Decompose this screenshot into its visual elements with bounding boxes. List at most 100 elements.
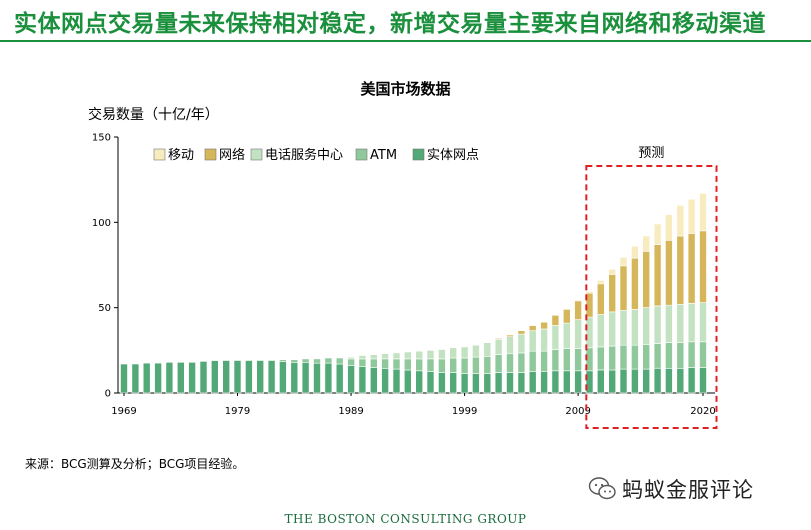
bar-segment-online-2009: [574, 300, 582, 320]
bar-segment-branch-1990: [358, 366, 367, 394]
bar-segment-branch-1982: [267, 360, 276, 394]
watermark: 蚂蚁金服评论: [588, 474, 754, 504]
bar-segment-atm-1978: [222, 359, 230, 361]
bar-segment-atm-1989: [347, 358, 355, 366]
bar-segment-branch-2020: [699, 367, 707, 394]
bar-segment-branch-2000: [472, 373, 480, 394]
bar-segment-atm-2006: [540, 350, 548, 373]
bar-segment-callcenter-2015: [642, 307, 651, 345]
bar-segment-branch-1997: [438, 372, 446, 394]
bar-segment-callcenter-2016: [653, 305, 662, 344]
bar-segment-atm-1996: [426, 358, 435, 372]
bar-segment-mobile-2012: [608, 268, 617, 275]
bar-segment-branch-2011: [596, 369, 605, 394]
bar-segment-atm-2014: [631, 344, 639, 370]
bar-segment-branch-1992: [381, 367, 389, 394]
chart-title: 美国市场数据: [360, 80, 451, 98]
bar-segment-online-2011: [596, 283, 605, 315]
legend-swatch-callcenter: [250, 148, 263, 161]
bar-segment-branch-2014: [631, 368, 639, 394]
bar-segment-atm-2013: [619, 344, 628, 370]
bar-segment-online-2012: [608, 274, 617, 313]
bar-segment-callcenter-2002: [494, 338, 503, 355]
bar-segment-branch-2017: [665, 367, 673, 394]
bar-segment-online-2002: [494, 338, 503, 340]
bar-segment-mobile-2018: [676, 205, 685, 237]
bar-segment-atm-1995: [415, 358, 424, 372]
bar-segment-callcenter-2012: [608, 311, 617, 347]
bar-segment-branch-2001: [483, 373, 492, 394]
bar-segment-branch-2008: [562, 370, 571, 394]
bar-segment-atm-1994: [403, 358, 412, 371]
y-tick-label: 150: [92, 133, 111, 144]
bar-segment-branch-1998: [449, 372, 458, 394]
bar-segment-branch-1988: [335, 363, 344, 394]
bar-segment-atm-2018: [676, 342, 685, 369]
bar-segment-branch-2018: [676, 367, 685, 394]
bar-segment-callcenter-1993: [392, 352, 401, 360]
x-tick-label: 2020: [690, 406, 715, 417]
bar-segment-callcenter-2003: [506, 336, 514, 355]
bar-segment-mobile-2020: [699, 193, 707, 232]
bar-segment-callcenter-2006: [540, 328, 548, 352]
bar-segment-atm-2004: [517, 352, 526, 373]
bar-segment-branch-2006: [540, 371, 548, 394]
bar-segment-callcenter-1996: [426, 349, 435, 360]
bar-segment-atm-1997: [438, 358, 446, 373]
bar-segment-online-2007: [551, 314, 560, 326]
bar-segment-branch-1971: [142, 362, 151, 394]
bar-segment-branch-2009: [574, 370, 582, 394]
bar-segment-branch-2013: [619, 368, 628, 394]
bar-segment-branch-2004: [517, 372, 526, 394]
bar-segment-branch-1995: [415, 370, 424, 394]
forecast-label: 预测: [638, 146, 664, 161]
bar-segment-callcenter-2017: [665, 304, 673, 343]
bar-segment-atm-2007: [551, 349, 560, 372]
bar-segment-branch-1993: [392, 368, 401, 394]
bar-segment-branch-2012: [608, 369, 617, 394]
bar-segment-branch-1983: [279, 361, 287, 394]
y-tick-label: 100: [92, 218, 111, 229]
bar-segment-branch-1994: [403, 369, 412, 394]
bar-segment-branch-1973: [165, 361, 174, 394]
bar-segment-atm-1988: [335, 357, 344, 365]
bar-segment-atm-1998: [449, 357, 458, 373]
bar-segment-branch-1984: [290, 361, 299, 394]
bar-segment-online-2003: [506, 334, 514, 338]
x-tick-label: 2009: [565, 406, 590, 417]
bar-segment-online-2006: [540, 321, 548, 330]
bar-segment-atm-2020: [699, 341, 707, 368]
bar-segment-callcenter-2019: [687, 303, 696, 343]
bar-segment-callcenter-2011: [596, 314, 605, 348]
bar-segment-online-2019: [687, 233, 696, 304]
bar-segment-mobile-2015: [642, 235, 651, 252]
bar-segment-branch-1996: [426, 371, 435, 394]
bar-segment-online-2008: [562, 309, 571, 324]
y-axis-label: 交易数量（十亿/年）: [88, 107, 219, 123]
source-note: 来源：BCG测算及分析；BCG项目经验。: [25, 457, 245, 471]
legend-label-callcenter: 电话服务中心: [265, 147, 343, 163]
bar-segment-online-2005: [528, 325, 537, 332]
bar-segment-online-2020: [699, 230, 707, 303]
bar-segment-atm-2019: [687, 341, 696, 368]
bar-segment-atm-2015: [642, 344, 651, 370]
legend-swatch-atm: [355, 148, 368, 161]
bar-segment-callcenter-2001: [483, 342, 492, 357]
bar-segment-online-2016: [653, 244, 662, 307]
legend-swatch-branch: [412, 148, 425, 161]
bar-segment-branch-1985: [301, 361, 310, 394]
bar-segment-callcenter-1998: [449, 347, 458, 359]
bar-segment-mobile-2016: [653, 223, 662, 245]
bar-segment-callcenter-2020: [699, 302, 707, 343]
bar-segment-mobile-2017: [665, 214, 673, 241]
bar-segment-branch-2005: [528, 371, 537, 394]
bar-segment-callcenter-2004: [517, 333, 526, 354]
bar-segment-atm-1991: [369, 358, 378, 368]
bar-segment-atm-2012: [608, 345, 617, 371]
bar-segment-callcenter-1997: [438, 349, 446, 360]
bar-segment-branch-1970: [131, 363, 140, 394]
legend-label-online: 网络: [219, 147, 245, 163]
bar-segment-branch-2016: [653, 367, 662, 394]
y-tick-label: 0: [105, 389, 111, 400]
bar-segment-callcenter-2009: [574, 319, 582, 349]
